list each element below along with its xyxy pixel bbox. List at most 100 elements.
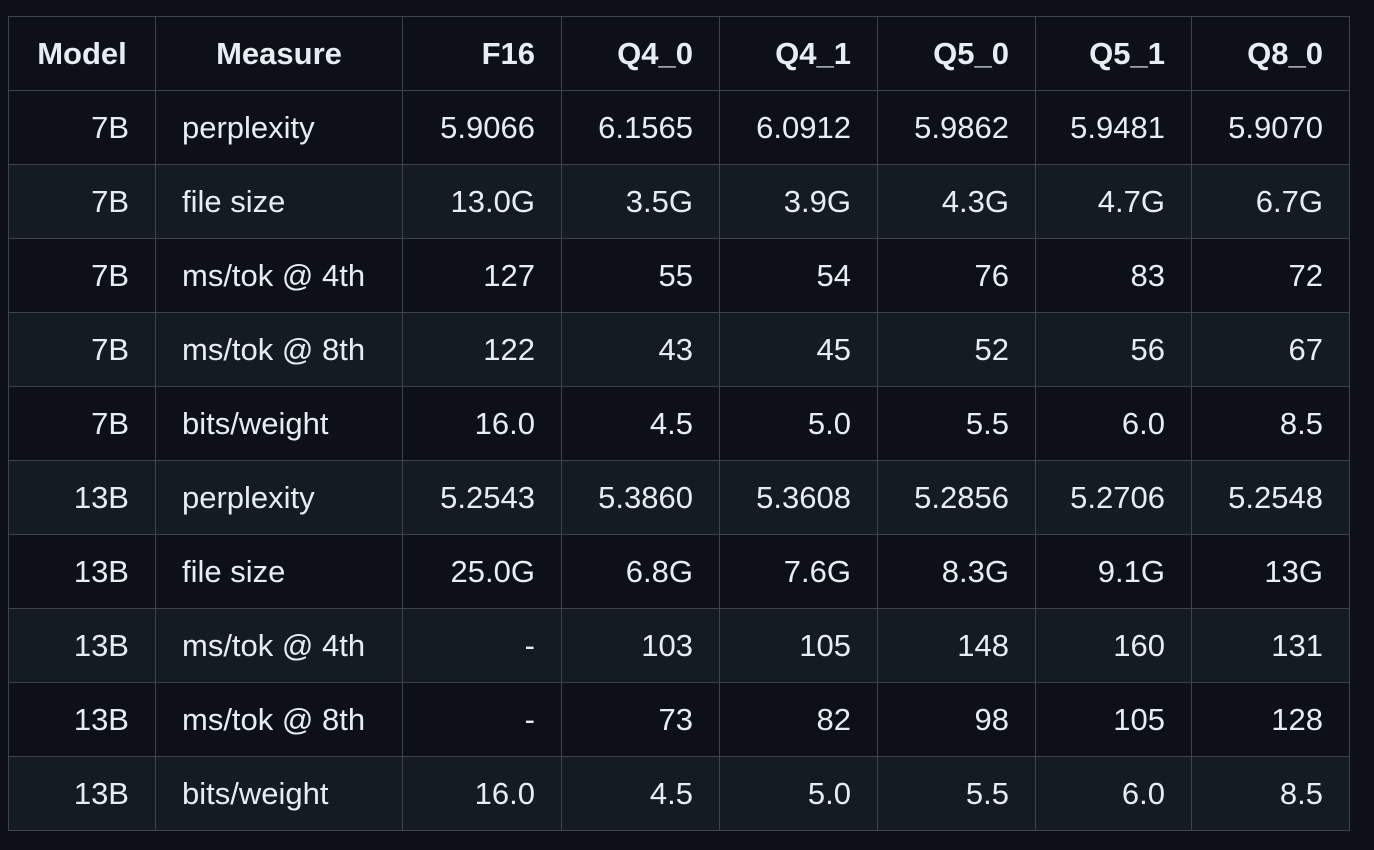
table-row: 13B bits/weight 16.0 4.5 5.0 5.5 6.0 8.5 [8, 756, 1350, 831]
header-q4-1: Q4_1 [719, 16, 878, 91]
cell-f16: - [402, 682, 562, 757]
cell-q8-0: 128 [1191, 682, 1350, 757]
cell-model: 7B [8, 90, 156, 165]
cell-q4-0: 4.5 [561, 386, 720, 461]
table-row: 7B ms/tok @ 8th 122 43 45 52 56 67 [8, 312, 1350, 387]
table-row: 7B ms/tok @ 4th 127 55 54 76 83 72 [8, 238, 1350, 313]
cell-model: 7B [8, 164, 156, 239]
cell-measure: ms/tok @ 8th [155, 682, 403, 757]
cell-measure: bits/weight [155, 756, 403, 831]
cell-q8-0: 8.5 [1191, 386, 1350, 461]
cell-q8-0: 5.2548 [1191, 460, 1350, 535]
cell-measure: ms/tok @ 4th [155, 238, 403, 313]
cell-q8-0: 131 [1191, 608, 1350, 683]
cell-f16: 13.0G [402, 164, 562, 239]
cell-q5-0: 76 [877, 238, 1036, 313]
cell-q5-1: 6.0 [1035, 386, 1192, 461]
cell-f16: 5.9066 [402, 90, 562, 165]
cell-measure: perplexity [155, 90, 403, 165]
header-row: Model Measure F16 Q4_0 Q4_1 Q5_0 Q5_1 Q8… [8, 16, 1350, 91]
quantization-comparison-table: Model Measure F16 Q4_0 Q4_1 Q5_0 Q5_1 Q8… [8, 16, 1350, 831]
cell-q5-0: 4.3G [877, 164, 1036, 239]
cell-q8-0: 13G [1191, 534, 1350, 609]
cell-measure: file size [155, 534, 403, 609]
table-row: 13B ms/tok @ 4th - 103 105 148 160 131 [8, 608, 1350, 683]
cell-q5-0: 5.5 [877, 756, 1036, 831]
table-row: 7B file size 13.0G 3.5G 3.9G 4.3G 4.7G 6… [8, 164, 1350, 239]
header-q4-0: Q4_0 [561, 16, 720, 91]
table-row: 7B bits/weight 16.0 4.5 5.0 5.5 6.0 8.5 [8, 386, 1350, 461]
cell-q4-0: 55 [561, 238, 720, 313]
cell-q8-0: 72 [1191, 238, 1350, 313]
cell-q5-1: 83 [1035, 238, 1192, 313]
cell-measure: ms/tok @ 4th [155, 608, 403, 683]
cell-q5-1: 5.2706 [1035, 460, 1192, 535]
cell-q4-1: 3.9G [719, 164, 878, 239]
cell-q4-1: 6.0912 [719, 90, 878, 165]
cell-q4-0: 5.3860 [561, 460, 720, 535]
cell-q5-1: 5.9481 [1035, 90, 1192, 165]
header-q5-0: Q5_0 [877, 16, 1036, 91]
cell-q4-0: 4.5 [561, 756, 720, 831]
cell-q4-1: 82 [719, 682, 878, 757]
table-row: 7B perplexity 5.9066 6.1565 6.0912 5.986… [8, 90, 1350, 165]
cell-q5-1: 6.0 [1035, 756, 1192, 831]
cell-q4-0: 103 [561, 608, 720, 683]
cell-q4-0: 43 [561, 312, 720, 387]
cell-q4-0: 6.1565 [561, 90, 720, 165]
cell-q8-0: 6.7G [1191, 164, 1350, 239]
table-row: 13B perplexity 5.2543 5.3860 5.3608 5.28… [8, 460, 1350, 535]
cell-q4-1: 5.3608 [719, 460, 878, 535]
cell-measure: ms/tok @ 8th [155, 312, 403, 387]
cell-model: 13B [8, 682, 156, 757]
cell-model: 7B [8, 386, 156, 461]
cell-q5-1: 160 [1035, 608, 1192, 683]
cell-f16: 5.2543 [402, 460, 562, 535]
cell-q4-0: 3.5G [561, 164, 720, 239]
cell-q8-0: 5.9070 [1191, 90, 1350, 165]
cell-q5-0: 5.2856 [877, 460, 1036, 535]
cell-model: 13B [8, 756, 156, 831]
cell-q5-1: 105 [1035, 682, 1192, 757]
cell-q5-1: 9.1G [1035, 534, 1192, 609]
cell-q8-0: 67 [1191, 312, 1350, 387]
cell-measure: bits/weight [155, 386, 403, 461]
table-row: 13B ms/tok @ 8th - 73 82 98 105 128 [8, 682, 1350, 757]
cell-f16: 16.0 [402, 756, 562, 831]
cell-q4-1: 45 [719, 312, 878, 387]
cell-f16: 25.0G [402, 534, 562, 609]
cell-model: 13B [8, 460, 156, 535]
table-row: 13B file size 25.0G 6.8G 7.6G 8.3G 9.1G … [8, 534, 1350, 609]
cell-measure: file size [155, 164, 403, 239]
cell-q5-0: 52 [877, 312, 1036, 387]
cell-model: 7B [8, 238, 156, 313]
cell-q5-0: 5.9862 [877, 90, 1036, 165]
cell-q4-1: 5.0 [719, 756, 878, 831]
cell-f16: - [402, 608, 562, 683]
header-model: Model [8, 16, 156, 91]
quantization-comparison-table-wrapper: Model Measure F16 Q4_0 Q4_1 Q5_0 Q5_1 Q8… [8, 16, 1350, 831]
cell-measure: perplexity [155, 460, 403, 535]
cell-q4-0: 6.8G [561, 534, 720, 609]
cell-model: 13B [8, 534, 156, 609]
cell-q4-1: 7.6G [719, 534, 878, 609]
cell-model: 7B [8, 312, 156, 387]
cell-q5-1: 56 [1035, 312, 1192, 387]
cell-q5-0: 98 [877, 682, 1036, 757]
header-q8-0: Q8_0 [1191, 16, 1350, 91]
cell-f16: 127 [402, 238, 562, 313]
cell-q5-0: 8.3G [877, 534, 1036, 609]
cell-q4-1: 5.0 [719, 386, 878, 461]
header-measure: Measure [155, 16, 403, 91]
cell-f16: 16.0 [402, 386, 562, 461]
cell-q4-1: 105 [719, 608, 878, 683]
cell-q8-0: 8.5 [1191, 756, 1350, 831]
cell-q4-0: 73 [561, 682, 720, 757]
cell-q5-0: 5.5 [877, 386, 1036, 461]
header-f16: F16 [402, 16, 562, 91]
cell-q4-1: 54 [719, 238, 878, 313]
header-q5-1: Q5_1 [1035, 16, 1192, 91]
cell-q5-0: 148 [877, 608, 1036, 683]
cell-model: 13B [8, 608, 156, 683]
cell-q5-1: 4.7G [1035, 164, 1192, 239]
